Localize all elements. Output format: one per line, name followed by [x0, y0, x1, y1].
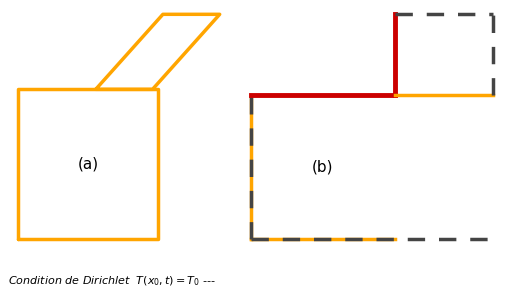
- Text: Condition de Dirichlet  $T(x_0, t) = T_0$ ---: Condition de Dirichlet $T(x_0, t) = T_0$…: [8, 275, 216, 288]
- Text: (a): (a): [77, 157, 99, 172]
- Text: (b): (b): [312, 160, 334, 175]
